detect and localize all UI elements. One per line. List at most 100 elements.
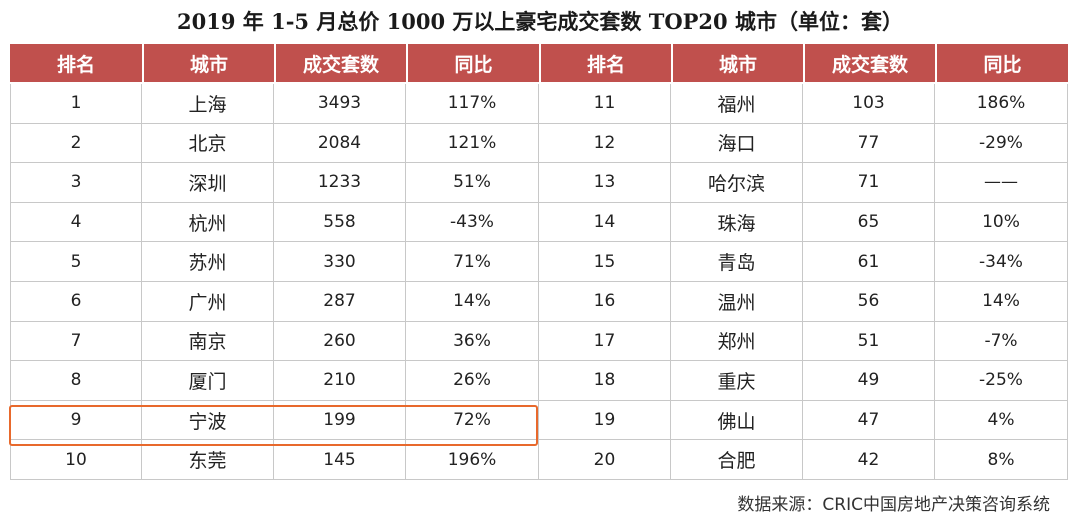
count-cell: 3493 [274, 84, 406, 124]
header-yoy-left: 同比 [406, 44, 539, 84]
rank-cell: 3 [10, 163, 142, 203]
table-row: 9 宁波 199 72% 19 佛山 47 4% [10, 400, 1068, 441]
count-cell: 1233 [274, 163, 406, 203]
yoy-cell: 72% [406, 400, 539, 441]
city-cell: 深圳 [142, 163, 274, 203]
yoy-cell: —— [935, 163, 1068, 203]
city-cell: 厦门 [142, 361, 274, 401]
header-rank-right: 排名 [539, 44, 671, 84]
rank-cell: 19 [539, 400, 671, 441]
table-row: 7 南京 260 36% 17 郑州 51 -7% [10, 321, 1068, 362]
count-cell: 330 [274, 242, 406, 282]
city-cell: 宁波 [142, 400, 274, 441]
rank-cell: 4 [10, 202, 142, 243]
count-cell: 558 [274, 202, 406, 243]
table-row: 4 杭州 558 -43% 14 珠海 65 10% [10, 202, 1068, 243]
header-row: 排名 城市 成交套数 同比 排名 城市 成交套数 同比 [10, 44, 1068, 84]
count-cell: 210 [274, 361, 406, 401]
table-row: 3 深圳 1233 51% 13 哈尔滨 71 —— [10, 163, 1068, 203]
rank-cell: 18 [539, 361, 671, 401]
rank-cell: 20 [539, 440, 671, 480]
rank-cell: 16 [539, 281, 671, 322]
count-cell: 51 [803, 321, 935, 362]
city-cell: 郑州 [671, 321, 803, 362]
count-cell: 145 [274, 440, 406, 480]
count-cell: 199 [274, 400, 406, 441]
rank-cell: 6 [10, 281, 142, 322]
count-cell: 2084 [274, 123, 406, 164]
ranking-table: 排名 城市 成交套数 同比 排名 城市 成交套数 同比 1 上海 3493 117% 1… [10, 44, 1068, 480]
yoy-cell: 8% [935, 440, 1068, 480]
table-row: 10 东莞 145 196% 20 合肥 42 8% [10, 440, 1068, 480]
yoy-cell: -43% [406, 202, 539, 243]
yoy-cell: 121% [406, 123, 539, 164]
yoy-cell: 117% [406, 84, 539, 124]
yoy-cell: 26% [406, 361, 539, 401]
count-cell: 49 [803, 361, 935, 401]
yoy-cell: 10% [935, 202, 1068, 243]
count-cell: 42 [803, 440, 935, 480]
city-cell: 青岛 [671, 242, 803, 282]
yoy-cell: 71% [406, 242, 539, 282]
rank-cell: 13 [539, 163, 671, 203]
source-note: 数据来源：CRIC中国房地产决策咨询系统 [737, 495, 1050, 515]
city-cell: 福州 [671, 84, 803, 124]
rank-cell: 14 [539, 202, 671, 243]
count-cell: 260 [274, 321, 406, 362]
rank-cell: 10 [10, 440, 142, 480]
city-cell: 东莞 [142, 440, 274, 480]
header-yoy-right: 同比 [935, 44, 1068, 84]
yoy-cell: 186% [935, 84, 1068, 124]
city-cell: 佛山 [671, 400, 803, 441]
yoy-cell: -7% [935, 321, 1068, 362]
table-title: 2019 年 1-5 月总价 1000 万以上豪宅成交套数 TOP20 城市（单… [177, 9, 903, 34]
city-cell: 重庆 [671, 361, 803, 401]
count-cell: 61 [803, 242, 935, 282]
count-cell: 77 [803, 123, 935, 164]
table-row: 5 苏州 330 71% 15 青岛 61 -34% [10, 242, 1068, 282]
yoy-cell: 14% [935, 281, 1068, 322]
yoy-cell: -25% [935, 361, 1068, 401]
city-cell: 温州 [671, 281, 803, 322]
city-cell: 苏州 [142, 242, 274, 282]
rank-cell: 5 [10, 242, 142, 282]
rank-cell: 8 [10, 361, 142, 401]
count-cell: 56 [803, 281, 935, 322]
yoy-cell: 4% [935, 400, 1068, 441]
rank-cell: 9 [10, 400, 142, 441]
table-row: 8 厦门 210 26% 18 重庆 49 -25% [10, 361, 1068, 401]
city-cell: 杭州 [142, 202, 274, 243]
yoy-cell: -29% [935, 123, 1068, 164]
yoy-cell: -34% [935, 242, 1068, 282]
header-rank-left: 排名 [10, 44, 142, 84]
rank-cell: 15 [539, 242, 671, 282]
table-row: 6 广州 287 14% 16 温州 56 14% [10, 281, 1068, 322]
header-city-right: 城市 [671, 44, 803, 84]
city-cell: 南京 [142, 321, 274, 362]
yoy-cell: 196% [406, 440, 539, 480]
count-cell: 103 [803, 84, 935, 124]
header-count-right: 成交套数 [803, 44, 935, 84]
rank-cell: 7 [10, 321, 142, 362]
rank-cell: 11 [539, 84, 671, 124]
city-cell: 北京 [142, 123, 274, 164]
city-cell: 哈尔滨 [671, 163, 803, 203]
city-cell: 广州 [142, 281, 274, 322]
yoy-cell: 51% [406, 163, 539, 203]
table-row: 2 北京 2084 121% 12 海口 77 -29% [10, 123, 1068, 164]
city-cell: 合肥 [671, 440, 803, 480]
city-cell: 海口 [671, 123, 803, 164]
rank-cell: 17 [539, 321, 671, 362]
rank-cell: 1 [10, 84, 142, 124]
rank-cell: 2 [10, 123, 142, 164]
count-cell: 287 [274, 281, 406, 322]
table-row: 1 上海 3493 117% 11 福州 103 186% [10, 84, 1068, 124]
count-cell: 47 [803, 400, 935, 441]
header-count-left: 成交套数 [274, 44, 406, 84]
rank-cell: 12 [539, 123, 671, 164]
yoy-cell: 14% [406, 281, 539, 322]
header-city-left: 城市 [142, 44, 274, 84]
yoy-cell: 36% [406, 321, 539, 362]
count-cell: 65 [803, 202, 935, 243]
city-cell: 珠海 [671, 202, 803, 243]
